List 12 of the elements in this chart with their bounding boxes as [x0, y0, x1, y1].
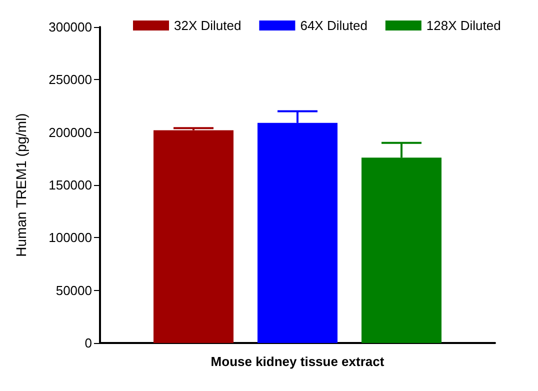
- legend-label: 128X Diluted: [426, 18, 501, 33]
- legend-label: 32X Diluted: [174, 18, 242, 33]
- y-axis-title: Human TREM1 (pg/ml): [13, 113, 29, 257]
- y-tick-label: 250000: [48, 72, 92, 88]
- y-tick-label: 200000: [48, 124, 92, 140]
- x-tick-label: Mouse kidney tissue extract: [210, 354, 385, 369]
- legend-label: 64X Diluted: [300, 18, 368, 33]
- y-tick-label: 0: [84, 336, 92, 350]
- y-tick-label: 300000: [48, 20, 92, 34]
- y-tick-label: 150000: [48, 178, 92, 192]
- y-tick-label: 50000: [56, 282, 92, 298]
- y-tick-label: 100000: [48, 230, 92, 246]
